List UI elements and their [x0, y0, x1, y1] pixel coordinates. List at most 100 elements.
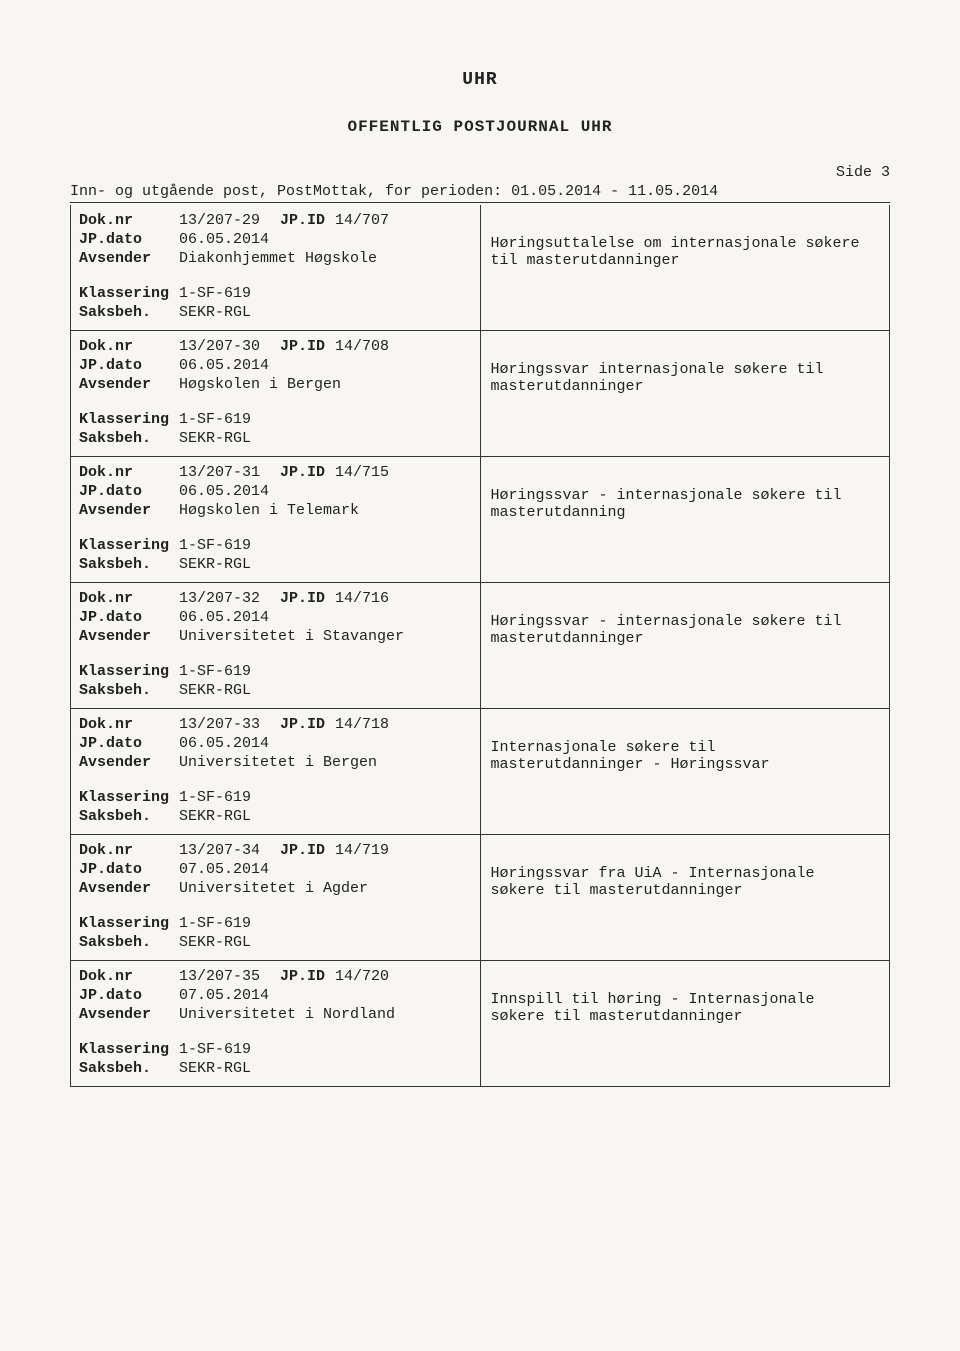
- entry-left: Dok.nr13/207-33 JP.ID 14/718 JP.dato06.05.2…: [71, 709, 481, 835]
- saksbeh-value: SEKR-RGL: [179, 556, 251, 573]
- saksbeh-label: Saksbeh.: [79, 934, 179, 951]
- klassering-label: Klassering: [79, 789, 179, 806]
- entry-right: Høringssvar - internasjonale søkere til …: [480, 457, 890, 583]
- entry-right: Innspill til høring - Internasjonale søk…: [480, 961, 890, 1087]
- avsender-value: Universitetet i Nordland: [179, 1006, 395, 1023]
- entry-right: Internasjonale søkere til masterutdannin…: [480, 709, 890, 835]
- journal-entry: Dok.nr13/207-34JP.ID14/719JP.dato07.05.2…: [71, 835, 890, 961]
- jpid-label: JP.ID: [280, 716, 325, 733]
- jpid-label: JP.ID: [280, 212, 325, 229]
- entry-right: Høringssvar fra UiA - Internasjonale søk…: [480, 835, 890, 961]
- avsender-label: Avsender: [79, 502, 179, 519]
- doknr-label: Dok.nr: [79, 212, 179, 229]
- jpid-label: JP.ID: [280, 338, 325, 355]
- jpdato-label: JP.dato: [79, 483, 179, 500]
- entry-left: Dok.nr13/207-29 JP.ID 14/707 JP.dato06.05.2…: [71, 205, 481, 331]
- jpdato-value: 07.05.2014: [179, 987, 269, 1004]
- saksbeh-value: SEKR-RGL: [179, 808, 251, 825]
- journal-entry: Dok.nr13/207-29 JP.ID 14/707 JP.dato06.05.2…: [71, 205, 890, 331]
- doknr-value: 13/207-29: [179, 212, 260, 229]
- avsender-label: Avsender: [79, 754, 179, 771]
- klassering-label: Klassering: [79, 915, 179, 932]
- avsender-value: Universitetet i Agder: [179, 880, 368, 897]
- klassering-value: 1-SF-619: [179, 789, 251, 806]
- avsender-value: Universitetet i Bergen: [179, 754, 377, 771]
- period-intro: Inn- og utgående post, PostMottak, for p…: [70, 183, 890, 203]
- journal-entry: Dok.nr13/207-35JP.ID14/720JP.dato07.05.2…: [71, 961, 890, 1087]
- saksbeh-value: SEKR-RGL: [179, 1060, 251, 1077]
- klassering-value: 1-SF-619: [179, 1041, 251, 1058]
- entry-description: Høringsuttalelse om internasjonale søker…: [487, 207, 884, 273]
- journal-entry: Dok.nr13/207-30JP.ID14/708JP.dato06.05.2…: [71, 331, 890, 457]
- klassering-value: 1-SF-619: [179, 537, 251, 554]
- avsender-value: Høgskolen i Bergen: [179, 376, 341, 393]
- saksbeh-value: SEKR-RGL: [179, 934, 251, 951]
- klassering-value: 1-SF-619: [179, 411, 251, 428]
- journal-entry: Dok.nr13/207-33 JP.ID 14/718 JP.dato06.05.2…: [71, 709, 890, 835]
- jpdato-label: JP.dato: [79, 735, 179, 752]
- jpid-value: 14/716: [335, 590, 389, 607]
- saksbeh-value: SEKR-RGL: [179, 430, 251, 447]
- jpid-value: 14/718: [335, 716, 389, 733]
- doknr-value: 13/207-30: [179, 338, 260, 355]
- jpdato-value: 06.05.2014: [179, 735, 269, 752]
- page-title: OFFENTLIG POSTJOURNAL UHR: [70, 118, 890, 136]
- doknr-label: Dok.nr: [79, 716, 179, 733]
- journal-table: Dok.nr13/207-29JP.ID14/707JP.dato06.05.2…: [70, 205, 890, 1087]
- jpid-label: JP.ID: [280, 842, 325, 859]
- doknr-value: 13/207-34: [179, 842, 260, 859]
- jpdato-value: 06.05.2014: [179, 357, 269, 374]
- saksbeh-label: Saksbeh.: [79, 556, 179, 573]
- klassering-label: Klassering: [79, 1041, 179, 1058]
- entry-left: Dok.nr13/207-31JP.ID14/715JP.dato06.05.2…: [71, 457, 481, 583]
- klassering-label: Klassering: [79, 663, 179, 680]
- entry-right: Høringssvar - internasjonale søkere til …: [480, 583, 890, 709]
- jpdato-value: 07.05.2014: [179, 861, 269, 878]
- klassering-value: 1-SF-619: [179, 285, 251, 302]
- saksbeh-label: Saksbeh.: [79, 1060, 179, 1077]
- avsender-label: Avsender: [79, 376, 179, 393]
- entry-description: Høringssvar internasjonale søkere til ma…: [487, 333, 884, 399]
- avsender-value: Høgskolen i Telemark: [179, 502, 359, 519]
- entry-description: Høringssvar - internasjonale søkere til …: [487, 459, 884, 525]
- journal-entry: Dok.nr13/207-31JP.ID14/715JP.dato06.05.2…: [71, 457, 890, 583]
- jpid-label: JP.ID: [280, 590, 325, 607]
- saksbeh-label: Saksbeh.: [79, 430, 179, 447]
- entry-left: Dok.nr13/207-32JP.ID14/716JP.dato06.05.2…: [71, 583, 481, 709]
- jpdato-label: JP.dato: [79, 357, 179, 374]
- jpdato-value: 06.05.2014: [179, 231, 269, 248]
- saksbeh-label: Saksbeh.: [79, 808, 179, 825]
- doknr-label: Dok.nr: [79, 968, 179, 985]
- avsender-label: Avsender: [79, 250, 179, 267]
- klassering-value: 1-SF-619: [179, 663, 251, 680]
- avsender-value: Diakonhjemmet Høgskole: [179, 250, 377, 267]
- jpdato-label: JP.dato: [79, 609, 179, 626]
- saksbeh-value: SEKR-RGL: [179, 682, 251, 699]
- klassering-label: Klassering: [79, 411, 179, 428]
- doknr-value: 13/207-35: [179, 968, 260, 985]
- doknr-value: 13/207-32: [179, 590, 260, 607]
- avsender-label: Avsender: [79, 628, 179, 645]
- doknr-value: 13/207-33: [179, 716, 260, 733]
- doknr-label: Dok.nr: [79, 338, 179, 355]
- entry-right: Høringsuttalelse om internasjonale søker…: [480, 205, 890, 331]
- klassering-label: Klassering: [79, 285, 179, 302]
- jpdato-value: 06.05.2014: [179, 609, 269, 626]
- doknr-label: Dok.nr: [79, 464, 179, 481]
- avsender-value: Universitetet i Stavanger: [179, 628, 404, 645]
- entry-right: Høringssvar internasjonale søkere til ma…: [480, 331, 890, 457]
- jpdato-label: JP.dato: [79, 231, 179, 248]
- jpid-value: 14/719: [335, 842, 389, 859]
- jpdato-value: 06.05.2014: [179, 483, 269, 500]
- entry-description: Internasjonale søkere til masterutdannin…: [487, 711, 884, 777]
- entry-description: Innspill til høring - Internasjonale søk…: [487, 963, 884, 1029]
- entry-left: Dok.nr13/207-34JP.ID14/719JP.dato07.05.2…: [71, 835, 481, 961]
- entry-left: Dok.nr13/207-30JP.ID14/708JP.dato06.05.2…: [71, 331, 481, 457]
- jpdato-label: JP.dato: [79, 987, 179, 1004]
- doknr-value: 13/207-31: [179, 464, 260, 481]
- saksbeh-label: Saksbeh.: [79, 304, 179, 321]
- journal-entry: Dok.nr13/207-32JP.ID14/716JP.dato06.05.2…: [71, 583, 890, 709]
- page-number: Side 3: [70, 164, 890, 181]
- jpid-value: 14/707: [335, 212, 389, 229]
- entry-description: Høringssvar - internasjonale søkere til …: [487, 585, 884, 651]
